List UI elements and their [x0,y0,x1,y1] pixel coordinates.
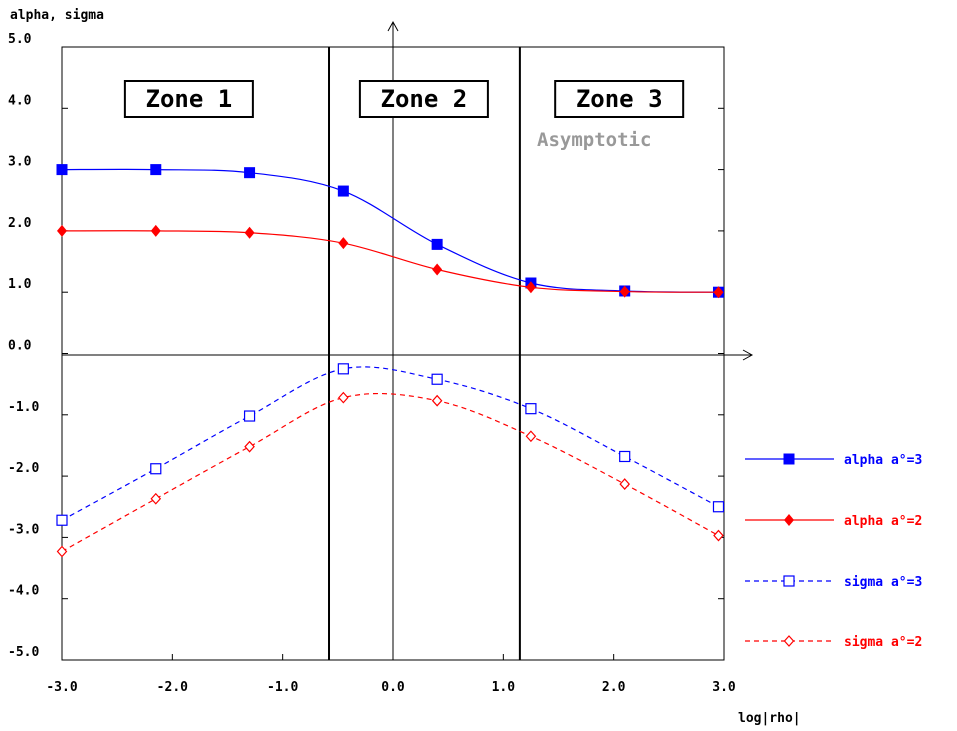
legend-label: sigma a°=3 [844,575,922,590]
series-alpha-a-2 [57,224,724,299]
series-sigma-a-3 [56,363,725,526]
x-tick-label: 0.0 [381,680,405,695]
data-point [56,514,68,526]
zone-box [554,80,685,118]
series-layer [56,164,725,558]
x-tick-label: -2.0 [157,680,188,695]
data-point [431,238,443,250]
legend-label: sigma a°=2 [844,635,922,650]
y-tick-label: -3.0 [8,522,39,537]
legend-item: sigma a°=2 [745,635,922,650]
series-sigma-a-2 [56,391,724,558]
x-axis-arrow [742,349,754,361]
zones: Zone 1 Zone 2 Zone 3 [123,47,685,660]
data-point [619,285,630,298]
data-point [525,281,536,294]
y-axis-arrow [387,20,399,32]
data-point [432,263,443,276]
zone-box [358,80,489,118]
zone-box [123,80,254,118]
legend-item: sigma a°=3 [745,575,922,590]
data-point [713,286,724,299]
data-point [243,410,256,422]
legend-marker [783,575,795,587]
x-tick-label: -1.0 [267,680,298,695]
y-tick-label: 5.0 [8,32,32,47]
zone-label: Zone 3 [576,85,663,113]
y-tick-label: 2.0 [8,216,32,231]
y-tick-label: -5.0 [8,645,39,660]
data-point [525,430,537,443]
data-point [712,501,725,513]
data-point [337,185,349,197]
data-point [713,529,724,542]
series-line [61,366,719,521]
data-point [150,164,162,176]
data-point [338,391,349,404]
asymptotic-annotation: Asymptotic [537,129,651,151]
x-axis-label: log|rho| [738,711,801,726]
x-tick-label: -3.0 [46,680,77,695]
y-tick-label: -4.0 [8,584,39,599]
y-tick-label: -2.0 [8,461,39,476]
legend: alpha a°=3 alpha a°=2 sigma a°=3 sigma a°=2 [745,453,922,650]
data-point [337,363,349,375]
data-point [150,463,162,475]
legend-label: alpha a°=3 [844,453,922,468]
data-point [431,373,443,385]
y-axis-label: alpha, sigma [10,8,104,23]
legend-label: alpha a°=2 [844,514,922,529]
data-point [57,224,67,237]
zone-label: Zone 2 [381,85,468,113]
data-point [619,478,631,490]
data-point [244,167,256,179]
legend-marker [783,635,795,647]
x-tick-label: 1.0 [492,680,516,695]
data-point [56,545,68,558]
series-line [61,392,719,553]
y-tick-label: 0.0 [8,339,32,354]
y-tick-label: 4.0 [8,93,32,108]
data-point [525,403,537,415]
x-tick-label: 2.0 [602,680,626,695]
data-point [244,440,255,453]
x-tick-label: 3.0 [712,680,736,695]
legend-marker [783,453,795,465]
data-point [244,226,255,239]
legend-item: alpha a°=3 [745,453,922,468]
series-line [61,168,719,293]
legend-marker [784,514,794,526]
series-line [61,230,719,293]
data-point [56,164,68,176]
data-point [338,237,349,250]
data-point [150,492,162,505]
zone-label: Zone 1 [146,85,233,113]
data-point [619,450,631,463]
y-tick-label: 3.0 [8,155,32,170]
data-point [150,224,161,237]
y-tick-label: 1.0 [8,277,32,292]
y-tick-label: -1.0 [8,400,39,415]
tick-labels: 5.0 4.0 3.0 2.0 1.0 0.0 -1.0 -2.0 -3.0 -4.0 -5.0 -3… [8,32,736,695]
legend-item: alpha a°=2 [745,514,922,529]
data-point [431,394,443,407]
